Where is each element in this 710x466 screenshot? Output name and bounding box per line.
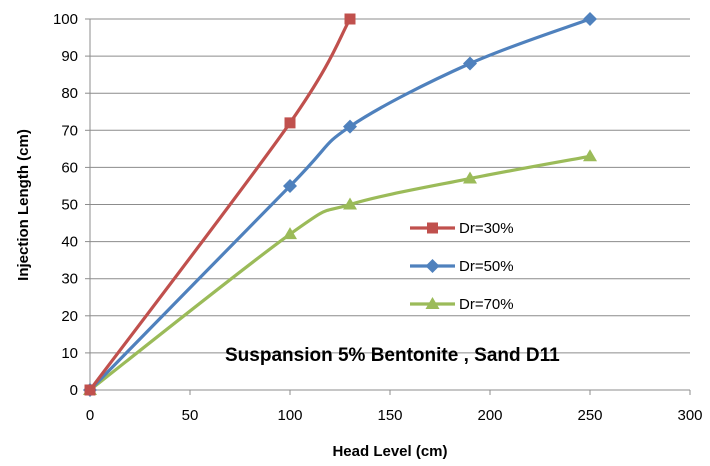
series-line-2 xyxy=(88,17,591,392)
gridlines xyxy=(90,18,690,391)
series-2 xyxy=(83,12,597,397)
data-point-1-3 xyxy=(344,13,356,25)
legend-entry-3: Dr=70% xyxy=(410,296,514,313)
axes: 0 10 20 30 40 50 60 70 80 90 100 0 50 100 150 200 250 300 xyxy=(53,11,703,424)
y-tick-label-0: 0 xyxy=(70,382,78,399)
x-tick-label-250: 250 xyxy=(577,407,602,424)
y-tick-label-20: 20 xyxy=(61,308,78,325)
data-point-2-4 xyxy=(463,56,477,71)
y-tick-label-90: 90 xyxy=(61,48,78,65)
legend-label-1: Dr=30% xyxy=(459,220,514,237)
legend-entry-2: Dr=50% xyxy=(410,258,514,275)
data-point-3-2 xyxy=(283,227,297,240)
legend-label-2: Dr=50% xyxy=(459,258,514,275)
x-tick-label-150: 150 xyxy=(377,407,402,424)
series-1 xyxy=(84,13,356,396)
y-tick-label-80: 80 xyxy=(61,85,78,102)
data-point-1-1 xyxy=(84,384,96,396)
data-point-2-3 xyxy=(343,119,357,134)
data-point-3-4 xyxy=(463,171,477,184)
series-line-1 xyxy=(88,18,352,391)
y-tick-label-40: 40 xyxy=(61,234,78,251)
x-tick-label-0: 0 xyxy=(86,407,94,424)
data-point-2-5 xyxy=(583,12,597,26)
data-point-2-2 xyxy=(283,178,297,193)
legend-marker-3 xyxy=(425,297,440,309)
y-tick-label-100: 100 xyxy=(53,11,78,28)
y-tick-label-50: 50 xyxy=(61,197,78,214)
chart-annotation: Suspansion 5% Bentonite , Sand D11 xyxy=(225,345,560,366)
data-point-3-5 xyxy=(583,149,597,162)
y-tick-label-10: 10 xyxy=(61,345,78,362)
legend-marker-2 xyxy=(425,259,440,273)
x-tick-label-300: 300 xyxy=(677,407,702,424)
x-tick-label-50: 50 xyxy=(182,407,199,424)
data-point-1-2 xyxy=(284,117,296,129)
series-lines xyxy=(83,12,597,397)
y-tick-label-60: 60 xyxy=(61,159,78,176)
legend: Dr=30% Dr=50% Dr=70% xyxy=(410,220,514,313)
legend-entry-1: Dr=30% xyxy=(410,220,514,237)
data-point-3-3 xyxy=(343,197,357,210)
y-tick-label-30: 30 xyxy=(61,271,78,288)
y-tick-label-70: 70 xyxy=(61,122,78,139)
x-axis-title: Head Level (cm) xyxy=(332,443,447,460)
legend-marker-1 xyxy=(427,222,438,234)
y-axis-title: Injection Length (cm) xyxy=(15,129,32,281)
x-tick-label-200: 200 xyxy=(477,407,502,424)
legend-label-3: Dr=70% xyxy=(459,296,514,313)
x-tick-label-100: 100 xyxy=(277,407,302,424)
